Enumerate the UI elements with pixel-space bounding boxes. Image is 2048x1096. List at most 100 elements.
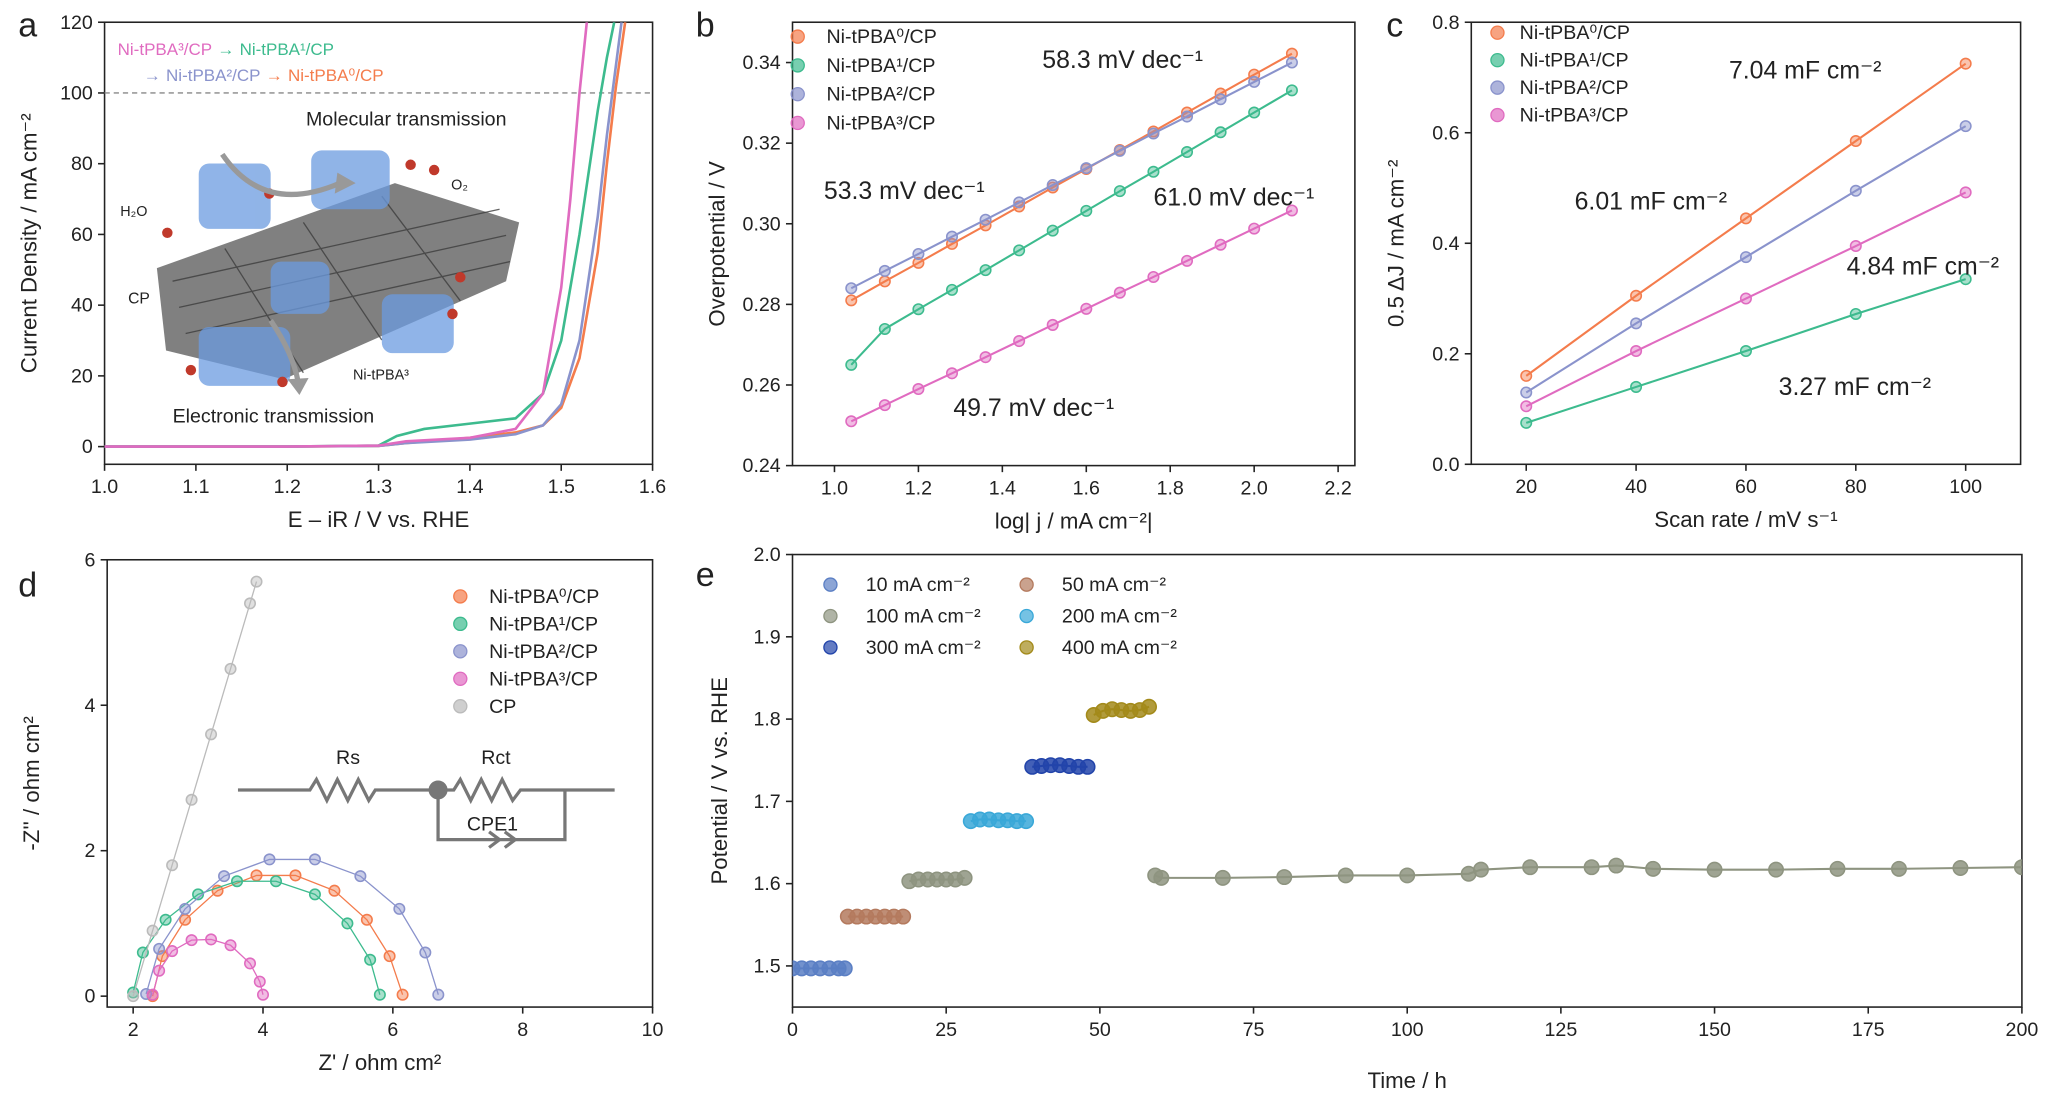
y-tick-label: 2.0 bbox=[753, 544, 780, 566]
data-point bbox=[1285, 204, 1298, 217]
y-tick-label: 1.6 bbox=[753, 873, 780, 895]
data-point bbox=[1214, 126, 1227, 139]
circuit bbox=[237, 775, 615, 849]
data-point bbox=[945, 230, 959, 243]
series-line bbox=[145, 858, 439, 995]
data-point bbox=[979, 351, 992, 364]
arrow-head bbox=[287, 377, 309, 395]
x-tick-label: 1.0 bbox=[91, 476, 118, 498]
data-point bbox=[1080, 204, 1093, 217]
x-tick-label: 1.4 bbox=[989, 477, 1016, 499]
data-point bbox=[895, 908, 912, 925]
data-point bbox=[1520, 369, 1533, 382]
annotation: O₂ bbox=[451, 178, 468, 194]
series-group bbox=[845, 47, 1298, 428]
data-point bbox=[1013, 244, 1026, 257]
x-tick-label: 1.3 bbox=[365, 476, 392, 498]
legend-marker bbox=[1019, 608, 1034, 624]
data-point bbox=[979, 264, 992, 277]
annotation: Electronic transmission bbox=[173, 405, 375, 427]
x-tick-label: 1.8 bbox=[1157, 477, 1184, 499]
x-tick-label: 175 bbox=[1852, 1019, 1885, 1041]
y-tick-label: 40 bbox=[71, 295, 93, 317]
data-point bbox=[432, 988, 445, 1001]
data-point bbox=[1285, 47, 1298, 60]
y-axis-label: 0.5 ΔJ / mA cm⁻² bbox=[1383, 160, 1408, 327]
data-point bbox=[205, 728, 218, 741]
data-point bbox=[419, 946, 432, 959]
y-tick-label: 0.24 bbox=[743, 455, 781, 477]
x-axis-label: log| j / mA cm⁻²| bbox=[995, 508, 1153, 533]
data-point bbox=[153, 964, 166, 977]
data-point bbox=[159, 913, 172, 926]
annotation: 6.01 mF cm⁻² bbox=[1575, 188, 1727, 215]
legend-label: Ni-tPBA²/CP bbox=[489, 641, 598, 663]
x-tick-label: 50 bbox=[1089, 1019, 1111, 1041]
annotation: H₂O bbox=[120, 204, 147, 220]
annotation: 58.3 mV dec⁻¹ bbox=[1042, 47, 1203, 74]
legend-marker bbox=[453, 589, 468, 604]
data-point bbox=[1630, 317, 1643, 330]
x-tick-label: 1.2 bbox=[905, 477, 932, 499]
legend-label: Ni-tPBA⁰/CP bbox=[1520, 22, 1630, 44]
annotation: 7.04 mF cm⁻² bbox=[1729, 57, 1881, 84]
data-point bbox=[1248, 106, 1261, 119]
data-point bbox=[1080, 302, 1093, 315]
data-point bbox=[2013, 859, 2022, 876]
series-line bbox=[1525, 125, 1967, 394]
legend-label: 200 mA cm⁻² bbox=[1062, 606, 1177, 628]
data-point bbox=[360, 913, 373, 926]
data-point bbox=[1080, 162, 1093, 175]
y-axis-label: Overpotential / V bbox=[704, 161, 729, 327]
data-point bbox=[1180, 110, 1194, 123]
x-tick-label: 40 bbox=[1625, 476, 1647, 498]
data-point bbox=[956, 869, 973, 886]
x-axis-label: Z' / ohm cm² bbox=[318, 1050, 441, 1075]
legend-label: Ni-tPBA³/CP bbox=[1520, 105, 1629, 127]
plot-frame bbox=[103, 21, 654, 466]
panel-letter: a bbox=[18, 7, 37, 45]
data-point bbox=[224, 662, 237, 675]
data-point bbox=[256, 988, 270, 1001]
data-point bbox=[166, 945, 179, 958]
x-tick-label: 80 bbox=[1845, 476, 1867, 498]
legend-marker bbox=[1490, 52, 1505, 68]
legend-marker bbox=[790, 115, 805, 131]
data-point bbox=[308, 853, 321, 866]
x-tick-label: 8 bbox=[517, 1019, 528, 1041]
legend-label: Ni-tPBA¹/CP bbox=[489, 613, 598, 635]
y-tick-label: 1.7 bbox=[753, 791, 780, 813]
data-point bbox=[1046, 318, 1059, 331]
data-point bbox=[1768, 861, 1785, 878]
legend-marker bbox=[1490, 107, 1505, 123]
data-point bbox=[1849, 184, 1862, 197]
data-point bbox=[912, 303, 925, 316]
annotation: Ni-tPBA³ bbox=[353, 367, 409, 383]
legend-label: Ni-tPBA²/CP bbox=[827, 84, 936, 106]
legend-marker bbox=[1019, 577, 1034, 592]
series-line bbox=[1525, 62, 1967, 377]
series-line bbox=[850, 209, 1293, 423]
data-point bbox=[1180, 146, 1194, 159]
data-point bbox=[1630, 289, 1643, 302]
data-point bbox=[1630, 345, 1643, 358]
panel-letter: e bbox=[696, 556, 715, 594]
legend-separator: → bbox=[144, 66, 161, 85]
arrow bbox=[220, 152, 342, 197]
data-point bbox=[1046, 179, 1059, 192]
data-point bbox=[263, 853, 276, 866]
plot-frame bbox=[1470, 21, 2022, 466]
data-point bbox=[1959, 57, 1972, 70]
legend-label: Ni-tPBA²/CP bbox=[166, 66, 260, 85]
data-point bbox=[146, 988, 159, 1001]
data-point bbox=[127, 990, 140, 1003]
legend-label: Ni-tPBA⁰/CP bbox=[288, 66, 384, 85]
data-point bbox=[393, 902, 406, 915]
data-point bbox=[1959, 120, 1972, 133]
y-tick-label: 1.9 bbox=[753, 626, 780, 648]
data-point bbox=[945, 283, 959, 296]
data-point bbox=[1399, 867, 1416, 884]
data-point bbox=[1849, 135, 1862, 148]
y-axis-label: Potential / V vs. RHE bbox=[707, 677, 732, 884]
x-tick-label: 1.0 bbox=[821, 477, 848, 499]
